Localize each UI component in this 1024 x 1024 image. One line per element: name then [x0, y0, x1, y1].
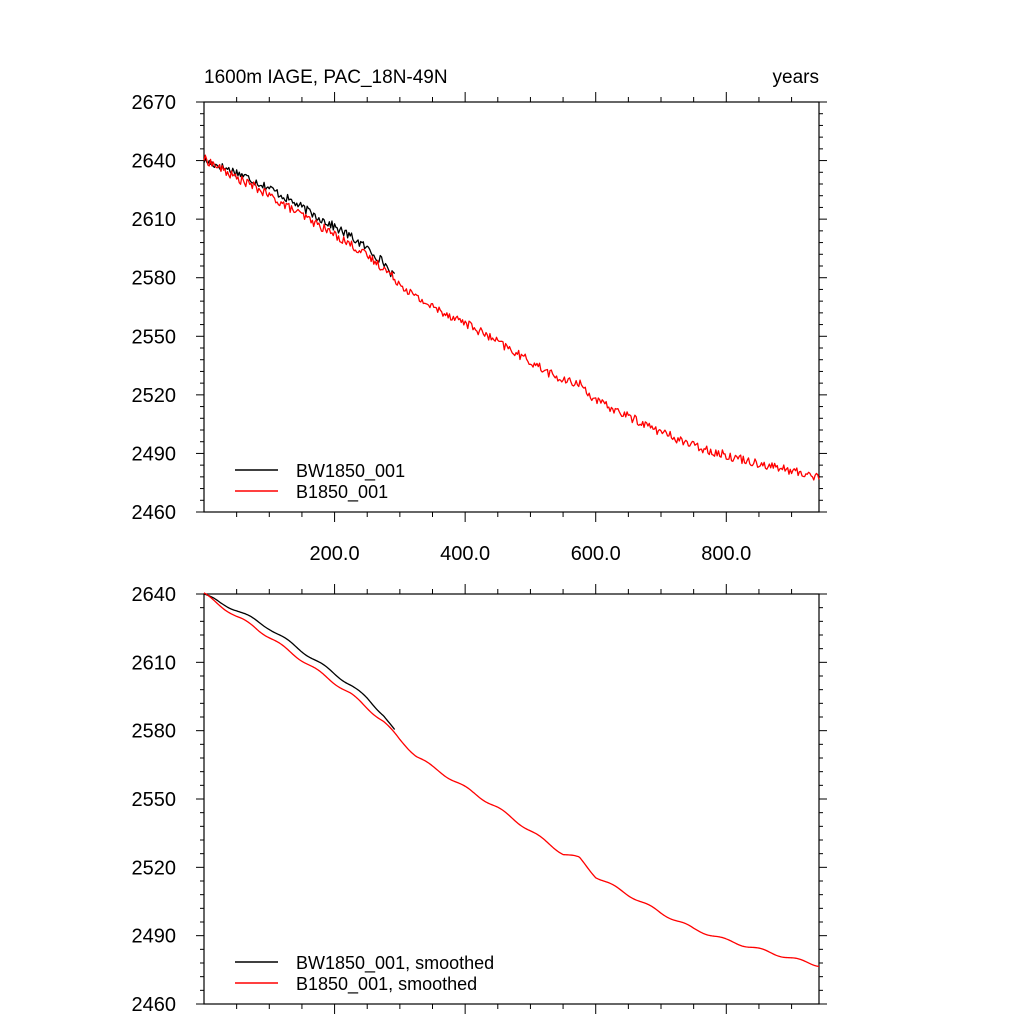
bottom-axis-ticks: 2460 2490 2520 2550 2580 2610 2640: [132, 584, 827, 1016]
legend-label: BW1850_001, smoothed: [296, 953, 494, 974]
chart-title: 1600m IAGE, PAC_18N-49N: [204, 67, 448, 88]
top-plot-frame: [203, 101, 820, 513]
y-tick-label: 2580: [132, 721, 177, 743]
top-axis-ticks: 2460 2490 2520 2550 2580 2610 2640 2670 200.0 400…: [132, 92, 827, 565]
y-tick-label: 2580: [132, 268, 177, 290]
y-tick-label: 2640: [132, 584, 177, 606]
bottom-plot-frame: [203, 593, 820, 1005]
bottom-series-group: [203, 592, 820, 968]
x-tick-label: 400.0: [440, 543, 490, 565]
x-tick-label: 200.0: [310, 543, 360, 565]
series-line-b1850: [203, 592, 820, 968]
bottom-panel: 2460 2490 2520 2550 2580 2610 2640 BW1850_001,…: [132, 584, 827, 1016]
y-tick-label: 2610: [132, 209, 177, 231]
y-tick-label: 2550: [132, 326, 177, 348]
y-tick-label: 2670: [132, 92, 177, 114]
x-tick-label: 600.0: [571, 543, 621, 565]
y-tick-label: 2640: [132, 151, 177, 173]
legend-label: B1850_001, smoothed: [296, 974, 477, 995]
y-tick-label: 2610: [132, 652, 177, 674]
top-series-group: [203, 154, 820, 481]
y-tick-label: 2490: [132, 443, 177, 465]
series-line-b1850: [203, 154, 820, 481]
top-panel: 2460 2490 2520 2550 2580 2610 2640 2670 200.0 400…: [132, 92, 827, 565]
legend-label: B1850_001: [296, 482, 388, 503]
y-tick-label: 2550: [132, 789, 177, 811]
legend-label: BW1850_001: [296, 461, 405, 482]
y-tick-label: 2520: [132, 385, 177, 407]
y-tick-label: 2520: [132, 857, 177, 879]
x-tick-label: 800.0: [701, 543, 751, 565]
chart-title-right: years: [773, 67, 819, 88]
series-line-bw1850: [203, 593, 396, 730]
y-tick-label: 2490: [132, 926, 177, 948]
y-tick-label: 2460: [132, 502, 177, 524]
y-tick-label: 2460: [132, 994, 177, 1016]
